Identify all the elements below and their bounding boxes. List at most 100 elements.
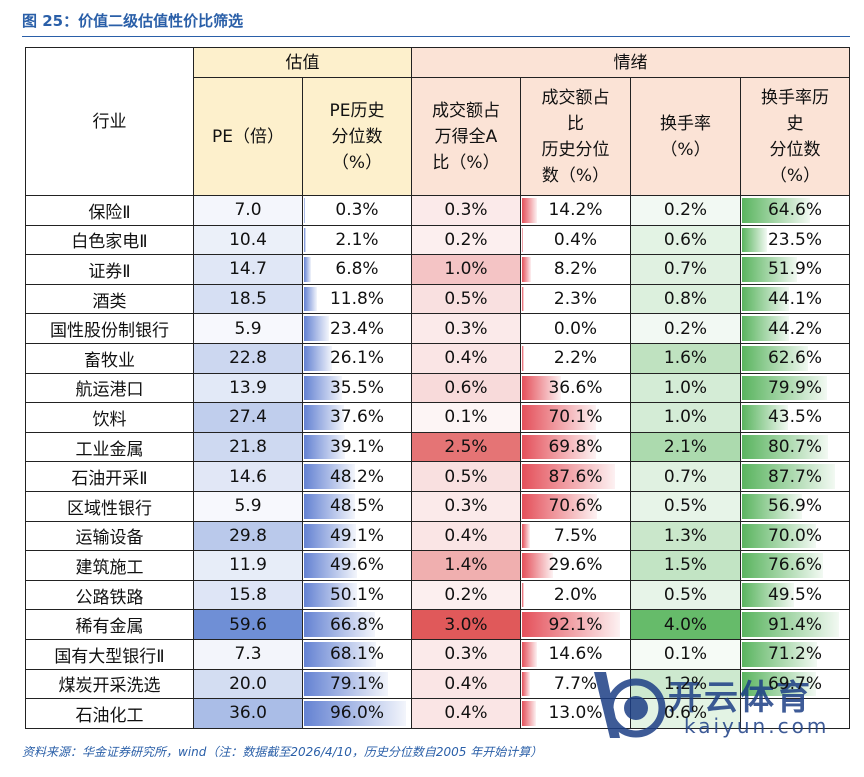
cell-text: 56.9% [767, 496, 822, 517]
cell-text: 0.5% [444, 289, 488, 310]
cell-text: 91.4% [767, 614, 822, 635]
value-cell: 87.7% [740, 461, 850, 492]
cell-text: 49.1% [329, 525, 384, 546]
table-body: 保险Ⅱ 7.0 0.3% 0.3% 14.2% 0.2% 64.6% 白色家电Ⅱ 10.4 2.1… [25, 195, 850, 729]
data-bar [522, 641, 538, 667]
cell-text: 0.4% [444, 348, 488, 369]
title-rule [22, 36, 850, 37]
value-cell: 0.3% [411, 313, 521, 344]
table-row: 国有大型银行Ⅱ 7.3 68.1% 0.3% 14.6% 0.1% 71.2% [25, 638, 850, 670]
industry-cell: 运输设备 [25, 520, 194, 552]
value-cell: 39.1% [302, 431, 412, 463]
watermark-logo [594, 672, 666, 738]
value-cell: 1.4% [411, 550, 521, 581]
industry-cell: 饮料 [25, 402, 194, 433]
value-cell: 0.4% [411, 520, 521, 552]
data-bar [304, 523, 357, 549]
data-bar [304, 553, 357, 578]
data-bar [522, 257, 531, 282]
data-bar [522, 523, 530, 549]
cell-text: 14.6 [229, 466, 267, 487]
value-cell: 69.8% [520, 431, 631, 463]
cell-text: 13.0% [548, 703, 603, 724]
cell-text: 0.3% [335, 200, 379, 221]
value-cell: 3.0% [411, 609, 521, 640]
value-cell: 1.6% [630, 342, 741, 374]
cell-text: 51.9% [767, 259, 822, 280]
cell-text: 92.1% [548, 614, 603, 635]
value-cell: 11.9 [193, 550, 303, 581]
value-cell: 36.6% [520, 372, 631, 404]
industry-cell: 石油开采Ⅱ [25, 461, 194, 492]
value-cell: 29.6% [520, 550, 631, 581]
cell-text: 0.5% [663, 496, 708, 517]
industry-cell: 工业金属 [25, 431, 194, 463]
data-bar [522, 493, 597, 519]
data-bar [742, 612, 839, 637]
value-cell: 56.9% [740, 490, 850, 522]
table-row: 保险Ⅱ 7.0 0.3% 0.3% 14.2% 0.2% 64.6% [25, 195, 850, 226]
value-cell: 14.7 [193, 254, 303, 285]
cell-text: 0.6% [444, 377, 488, 398]
data-bar [742, 493, 803, 519]
value-cell: 1.5% [630, 550, 741, 581]
cell-text: 0.1% [663, 644, 708, 665]
cell-text: 2.5% [444, 437, 488, 458]
table-row: 饮料 27.4 37.6% 0.1% 70.1% 1.0% 43.5% [25, 402, 850, 433]
column-header: PE（倍） [193, 77, 303, 196]
table-row: 区域性银行 5.9 48.5% 0.3% 70.6% 0.5% 56.9% [25, 490, 850, 522]
data-bar [742, 671, 816, 697]
industry-cell: 证券Ⅱ [25, 254, 194, 285]
cell-text: 96.0% [329, 703, 384, 724]
table-row: 白色家电Ⅱ 10.4 2.1% 0.2% 0.4% 0.6% 23.5% [25, 224, 850, 256]
industry-cell: 国有大型银行Ⅱ [25, 638, 194, 670]
data-bar [522, 701, 536, 726]
value-cell: 68.1% [302, 638, 412, 670]
value-cell: 79.1% [302, 668, 412, 700]
cell-text: 0.6% [663, 703, 708, 724]
value-cell: 11.8% [302, 283, 412, 315]
cell-text: 0.2% [444, 229, 488, 250]
cell-text: 5.9 [234, 318, 262, 339]
value-cell: 0.4% [411, 342, 521, 374]
data-bar [304, 641, 377, 667]
value-cell: 80.7% [740, 431, 850, 463]
cell-text: 62.6% [767, 348, 822, 369]
cell-text: 49.5% [767, 585, 822, 606]
cell-text: 2.1% [335, 229, 379, 250]
cell-text: 69.7% [767, 673, 822, 694]
value-cell: 69.7% [740, 668, 850, 700]
industry-cell: 石油化工 [25, 698, 194, 729]
cell-text: 71.2% [767, 644, 822, 665]
value-cell: 49.1% [302, 520, 412, 552]
cell-text: 70.1% [548, 407, 603, 428]
cell-text: 15.8 [229, 585, 267, 606]
value-cell: 66.8% [302, 609, 412, 640]
data-bar [304, 345, 332, 371]
group-header-row: 行业 估值 情绪 [25, 47, 850, 196]
value-cell: 1.0% [630, 402, 741, 433]
value-cell: 0.8% [630, 283, 741, 315]
value-cell: 0.0% [520, 313, 631, 344]
data-bar [304, 701, 406, 726]
cell-text: 0.3% [444, 200, 488, 221]
value-cell: 10.4 [193, 224, 303, 256]
data-bar [742, 316, 789, 341]
cell-text: 66.8% [329, 614, 384, 635]
value-cell: 1.0% [630, 372, 741, 404]
cell-text: 0.4% [444, 703, 488, 724]
value-cell: 70.6% [520, 490, 631, 522]
cell-text: 64.6% [767, 200, 822, 221]
data-bar [742, 523, 817, 549]
industry-cell: 畜牧业 [25, 342, 194, 374]
data-bar [522, 345, 525, 371]
value-cell: 15.8 [193, 579, 303, 611]
value-cell: 2.2% [520, 342, 631, 374]
data-bar [304, 434, 346, 460]
value-cell: 92.1% [520, 609, 631, 640]
cell-text: 7.3 [234, 644, 262, 665]
data-bar [522, 553, 554, 578]
cell-text: 7.0 [234, 200, 262, 221]
cell-text: 36.0 [229, 703, 267, 724]
value-cell: 29.8 [193, 520, 303, 552]
